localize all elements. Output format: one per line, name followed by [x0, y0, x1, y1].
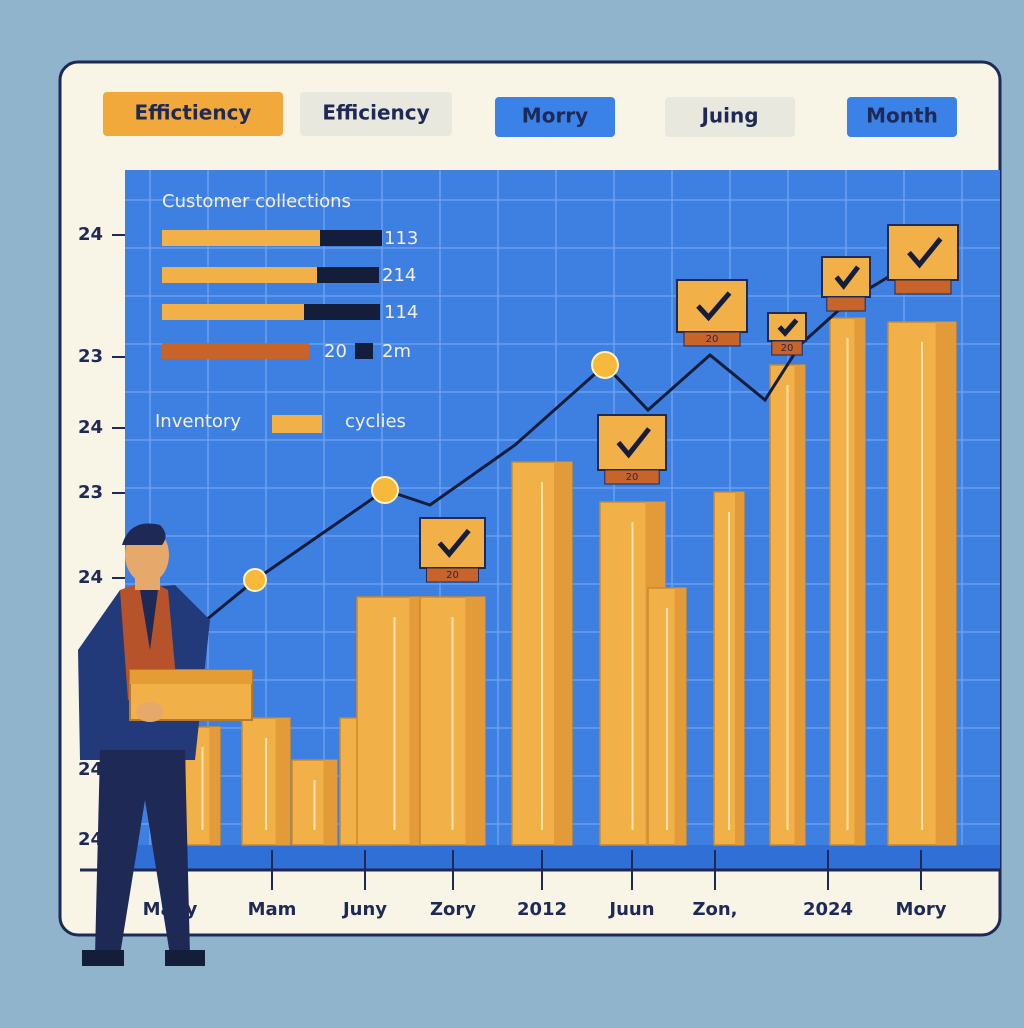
tag: [419, 517, 486, 569]
bar-shade: [935, 322, 956, 845]
x-axis-band: [125, 845, 1000, 870]
tag: [597, 414, 667, 471]
tag-label: 20: [706, 334, 719, 345]
marker: [591, 351, 619, 379]
hair: [122, 523, 166, 545]
tag-plate: [604, 469, 660, 485]
check: [777, 318, 799, 337]
y-label: 24: [78, 567, 103, 588]
bars: [184, 317, 957, 846]
x-label: Juun: [607, 899, 654, 920]
check: [834, 265, 860, 290]
x-label: 2012: [517, 899, 567, 920]
tag-label: 20: [446, 570, 459, 581]
y-label: 24: [78, 224, 103, 245]
legend-swatch: [272, 415, 322, 433]
x-label: Zory: [430, 899, 476, 920]
tag: [821, 256, 871, 298]
shoe: [82, 950, 124, 966]
tab[interactable]: [847, 97, 957, 137]
tags: 20 20 20 20: [419, 224, 959, 583]
legend-bar: [162, 230, 320, 246]
y-label: 23: [78, 346, 103, 367]
tag: [676, 279, 748, 333]
tag-plate: [771, 340, 803, 356]
legend-bar: [162, 304, 304, 320]
tag-plate: [683, 331, 741, 347]
tab[interactable]: [665, 97, 795, 137]
tab-label[interactable]: Morry: [522, 104, 588, 128]
person: [78, 523, 253, 966]
tag-label: 20: [626, 472, 639, 483]
tag-plate: [894, 279, 952, 295]
legend-value: 114: [384, 302, 418, 323]
tag-plate: [426, 567, 479, 583]
legend-value: 20: [324, 341, 347, 362]
check: [907, 237, 943, 269]
bar-shade: [209, 727, 220, 845]
legend-bar: [304, 304, 380, 320]
tag-label: 20: [781, 343, 794, 354]
legend-label: Inventory: [155, 411, 241, 432]
tab-label[interactable]: Effictiency: [135, 101, 252, 125]
hand: [136, 702, 164, 722]
check: [437, 528, 471, 558]
box-lid: [130, 670, 252, 684]
tag: [767, 312, 807, 342]
bar-shade: [465, 597, 485, 845]
marker: [243, 568, 267, 592]
tag: [887, 224, 959, 281]
legend-title: Customer collections: [162, 191, 351, 212]
legend-bars: [162, 230, 382, 433]
tab-label[interactable]: Month: [866, 104, 938, 128]
bar-shade: [275, 718, 290, 845]
legend-value: 2m: [382, 341, 411, 362]
bar-shade: [854, 318, 865, 845]
legend-bar: [317, 267, 379, 283]
legs: [95, 750, 190, 955]
tab-label[interactable]: Efficiency: [322, 101, 429, 125]
legend-bar: [162, 267, 317, 283]
legend-bar: [355, 343, 373, 359]
tab[interactable]: [103, 92, 283, 136]
x-label: Mory: [896, 899, 947, 920]
bar-shade: [674, 588, 686, 845]
marker: [371, 476, 399, 504]
y-label: 24: [78, 759, 103, 780]
bar-shade: [735, 492, 744, 845]
bar-shade: [794, 365, 805, 845]
x-label: Juny: [341, 899, 387, 920]
tab-label[interactable]: Juing: [699, 104, 758, 128]
legend-bar: [162, 343, 309, 359]
tie: [140, 590, 158, 650]
legend-value: 214: [382, 265, 416, 286]
tag-plate: [826, 296, 866, 312]
x-label: Zon,: [692, 899, 737, 920]
line-markers: [243, 351, 619, 592]
y-label: 24: [78, 829, 103, 850]
legend-value: 113: [384, 228, 418, 249]
tab[interactable]: [495, 97, 615, 137]
check: [616, 427, 651, 459]
y-label: 23: [78, 482, 103, 503]
shoe: [165, 950, 205, 966]
check: [696, 291, 732, 322]
x-label: 2024: [803, 899, 853, 920]
trend-line: [199, 268, 901, 627]
x-label: Mam: [248, 899, 297, 920]
legend-label: cyclies: [345, 411, 406, 432]
tab[interactable]: [300, 92, 452, 136]
bar-shade: [323, 760, 337, 845]
y-label: 24: [78, 417, 103, 438]
bar-shade: [554, 462, 572, 845]
legend-bar: [320, 230, 382, 246]
